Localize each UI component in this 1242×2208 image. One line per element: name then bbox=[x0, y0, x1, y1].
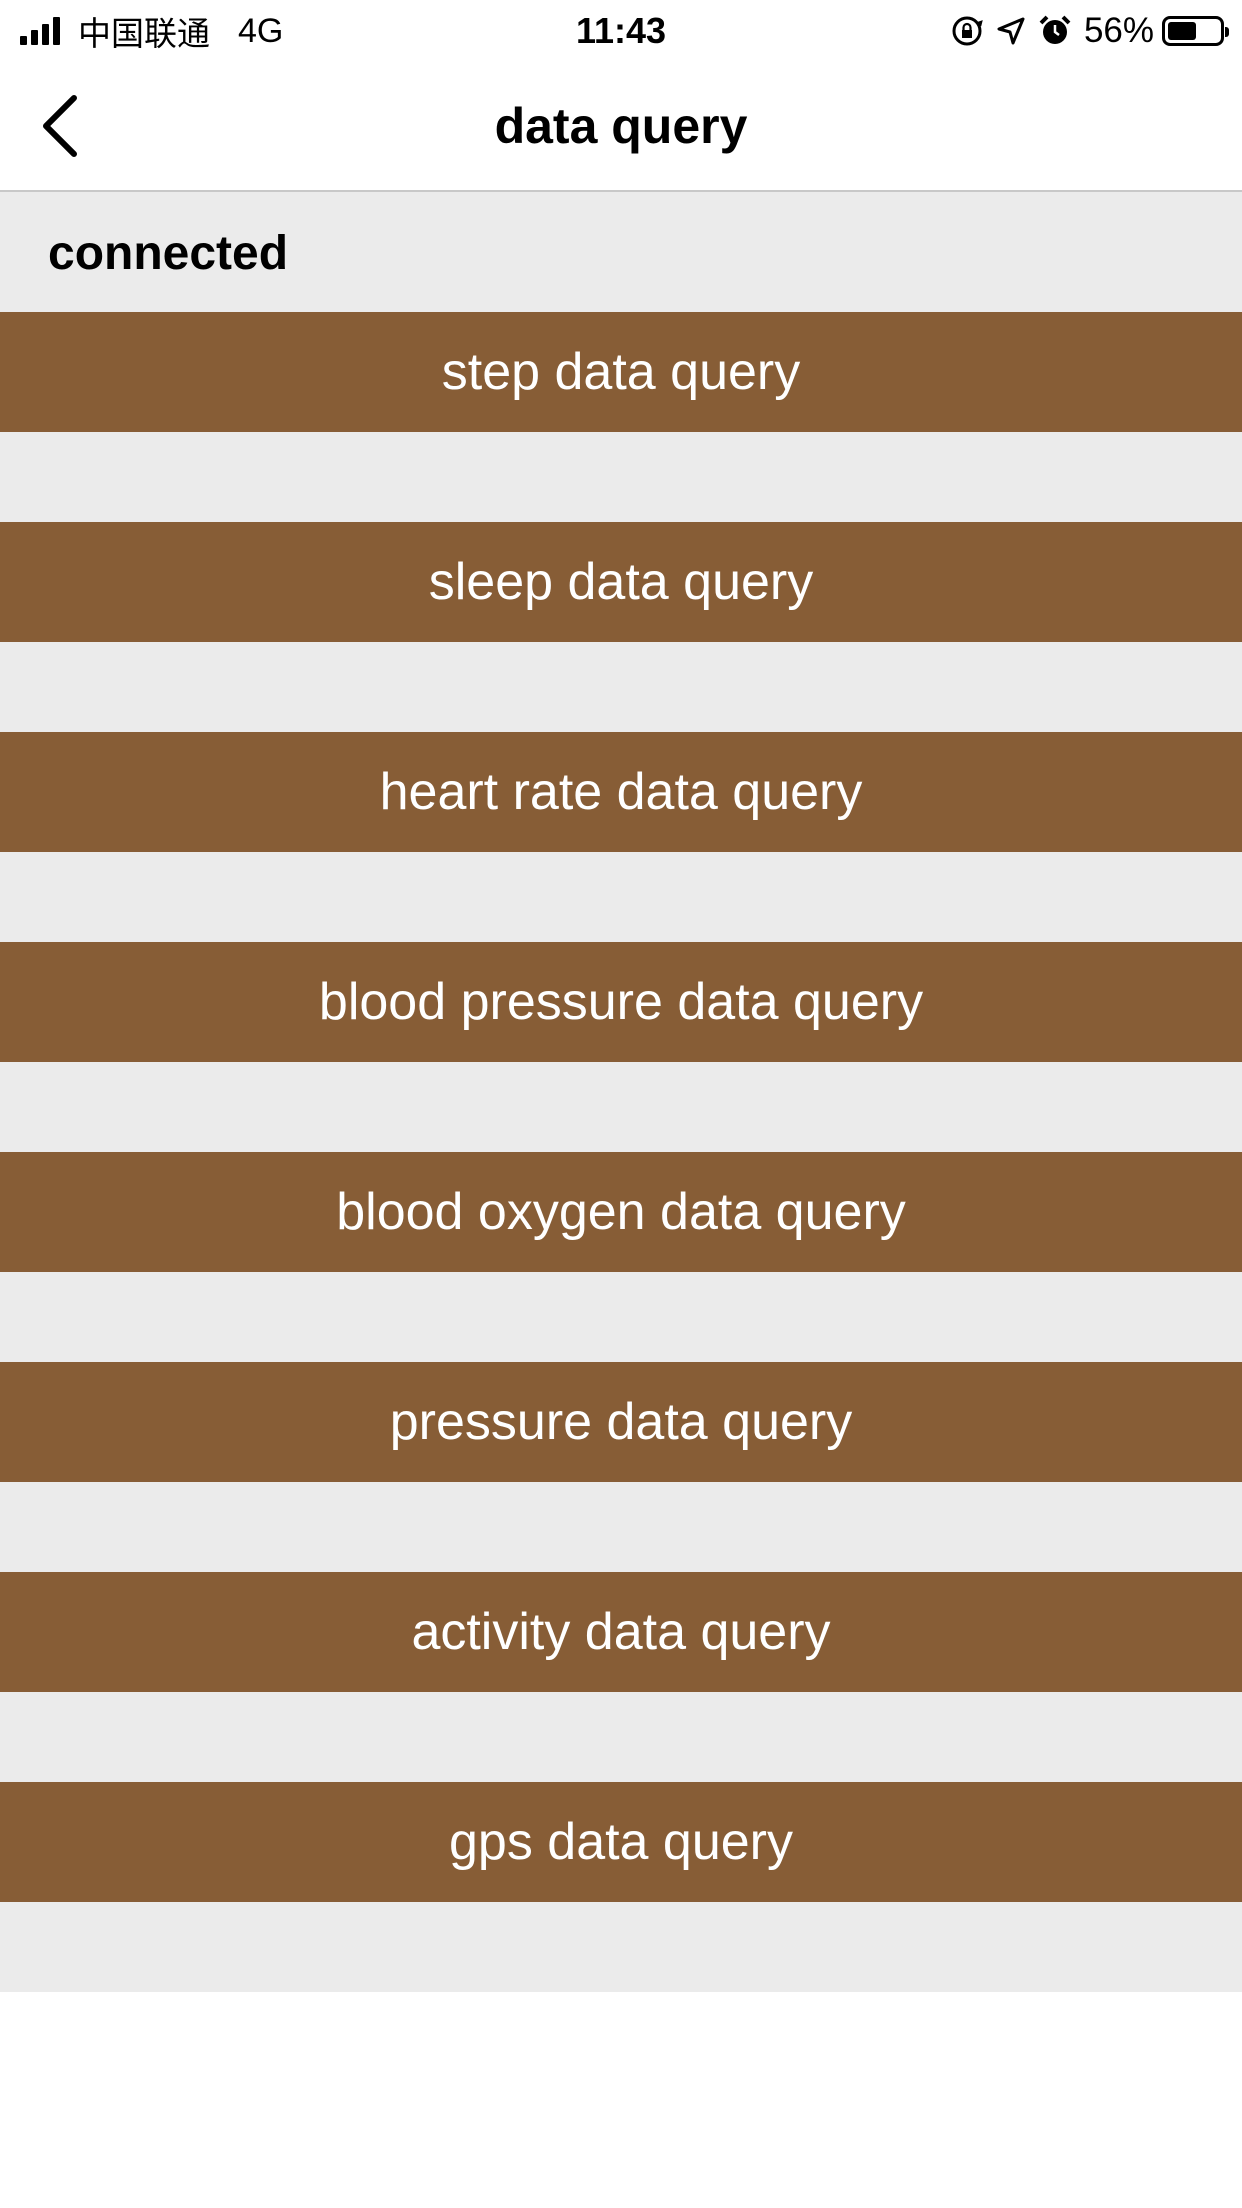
chevron-left-icon bbox=[43, 95, 77, 157]
query-button-list: step data query sleep data query heart r… bbox=[0, 312, 1242, 1992]
gps-data-query-button[interactable]: gps data query bbox=[0, 1782, 1242, 1902]
carrier-name: 中国联通 bbox=[78, 14, 210, 53]
status-bar: 中国联通 4G 11:43 56% bbox=[0, 0, 1242, 62]
blood-oxygen-data-query-button[interactable]: blood oxygen data query bbox=[0, 1152, 1242, 1272]
battery-icon bbox=[1162, 16, 1229, 46]
signal-icon bbox=[20, 17, 64, 45]
activity-data-query-button[interactable]: activity data query bbox=[0, 1572, 1242, 1692]
status-right: 56% bbox=[950, 10, 1229, 52]
blood-pressure-data-query-button[interactable]: blood pressure data query bbox=[0, 942, 1242, 1062]
step-data-query-button[interactable]: step data query bbox=[0, 312, 1242, 432]
status-time: 11:43 bbox=[575, 10, 667, 51]
battery-fill bbox=[1168, 22, 1196, 40]
navigation-bar: data query bbox=[0, 62, 1242, 192]
status-left: 中国联通 4G bbox=[20, 10, 284, 53]
sleep-data-query-button[interactable]: sleep data query bbox=[0, 522, 1242, 642]
page-title: data query bbox=[494, 98, 748, 154]
content-area: connected step data query sleep data que… bbox=[0, 192, 1242, 1992]
network-type: 4G bbox=[238, 11, 284, 50]
location-icon bbox=[997, 17, 1025, 45]
alarm-icon bbox=[1039, 15, 1071, 44]
connection-status: connected bbox=[48, 227, 289, 280]
heart-rate-data-query-button[interactable]: heart rate data query bbox=[0, 732, 1242, 852]
back-button[interactable] bbox=[24, 90, 96, 162]
battery-percent: 56% bbox=[1083, 11, 1154, 50]
pressure-data-query-button[interactable]: pressure data query bbox=[0, 1362, 1242, 1482]
orientation-lock-icon bbox=[952, 16, 983, 46]
